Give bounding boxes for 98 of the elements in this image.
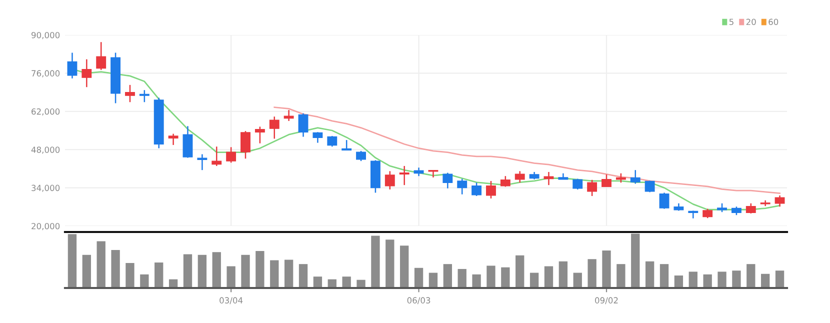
bar [544, 266, 554, 288]
candlestick [572, 178, 583, 190]
y-tick-label: 76,000 [32, 70, 60, 78]
bar [428, 272, 438, 288]
bar [111, 250, 120, 288]
candlestick [139, 89, 150, 103]
candlestick [602, 174, 612, 188]
line-series [274, 106, 780, 194]
bar [688, 272, 698, 288]
candlestick [384, 170, 395, 190]
bar [284, 260, 294, 288]
candlestick [312, 132, 323, 144]
bar [746, 264, 756, 288]
bar [602, 250, 611, 288]
bar [183, 254, 192, 288]
bar [472, 274, 481, 288]
candlestick [644, 180, 655, 193]
bar [241, 254, 250, 288]
bar [660, 264, 669, 288]
bar [443, 264, 452, 288]
bar [631, 234, 640, 288]
bar [400, 246, 409, 288]
bar [703, 274, 712, 288]
y-tick-label: 20,000 [32, 222, 60, 230]
candlestick [630, 169, 640, 184]
bar [775, 270, 784, 288]
bar [458, 268, 466, 288]
candlestick [298, 112, 308, 138]
legend-label: 5 [729, 18, 734, 26]
candlestick [226, 146, 236, 164]
x-tick-label: 03/04 [220, 297, 243, 304]
candlestick [240, 130, 250, 160]
bar [226, 266, 236, 288]
bar [68, 234, 77, 288]
x-tick-label: 09/02 [595, 297, 618, 304]
bar [313, 276, 322, 288]
bar [573, 272, 582, 288]
candlestick [500, 175, 510, 188]
bar [588, 259, 596, 288]
candlestick [486, 180, 496, 200]
bar [371, 236, 380, 288]
candlestick [67, 52, 78, 80]
candlestick [472, 182, 482, 197]
bar [516, 255, 524, 288]
bar [256, 251, 264, 288]
x-tick-label: 06/03 [407, 297, 430, 304]
candlestick [82, 58, 92, 88]
candlestick [125, 84, 135, 103]
candlestick [587, 179, 598, 197]
candlestick [342, 139, 352, 151]
bar [96, 241, 106, 288]
candlestick [96, 41, 106, 71]
candlestick [746, 202, 756, 214]
candlestick [182, 126, 193, 158]
legend-label: 20 [746, 18, 756, 26]
bar [126, 262, 134, 288]
bar [140, 274, 149, 288]
bar [342, 276, 351, 288]
candlestick [428, 170, 438, 178]
bar [718, 272, 726, 288]
bar [486, 266, 496, 288]
bar [82, 254, 91, 288]
bar [558, 261, 568, 288]
bar [270, 260, 279, 288]
bar [530, 272, 539, 288]
candlestick [702, 208, 713, 219]
candlestick [327, 135, 338, 148]
bar [645, 261, 654, 288]
candlestick [197, 154, 208, 171]
bar [212, 252, 221, 288]
bar [298, 264, 308, 288]
candlestick [659, 192, 670, 210]
bar [414, 268, 424, 288]
candlestick [284, 109, 294, 122]
candlestick [212, 146, 222, 167]
candlestick [514, 170, 525, 184]
candlestick [399, 165, 410, 186]
y-tick-label: 34,000 [32, 184, 60, 192]
bar [154, 262, 164, 288]
legend-label: 60 [768, 18, 778, 26]
candlestick [168, 133, 178, 146]
y-tick-label: 62,000 [32, 108, 60, 116]
candlestick [688, 210, 698, 219]
candlestick [254, 126, 265, 144]
candlestick [269, 116, 280, 140]
bar [616, 264, 626, 288]
y-tick-label: 48,000 [31, 146, 60, 154]
bar [386, 240, 394, 288]
bar [501, 267, 510, 288]
bar [198, 254, 207, 288]
candlestick [356, 150, 366, 162]
candlestick [442, 172, 453, 189]
bar [761, 274, 770, 288]
bar [732, 270, 741, 288]
candlestick [774, 194, 785, 208]
bar [674, 275, 684, 288]
y-tick-label: 90,000 [32, 32, 60, 40]
candlestick [457, 178, 468, 195]
